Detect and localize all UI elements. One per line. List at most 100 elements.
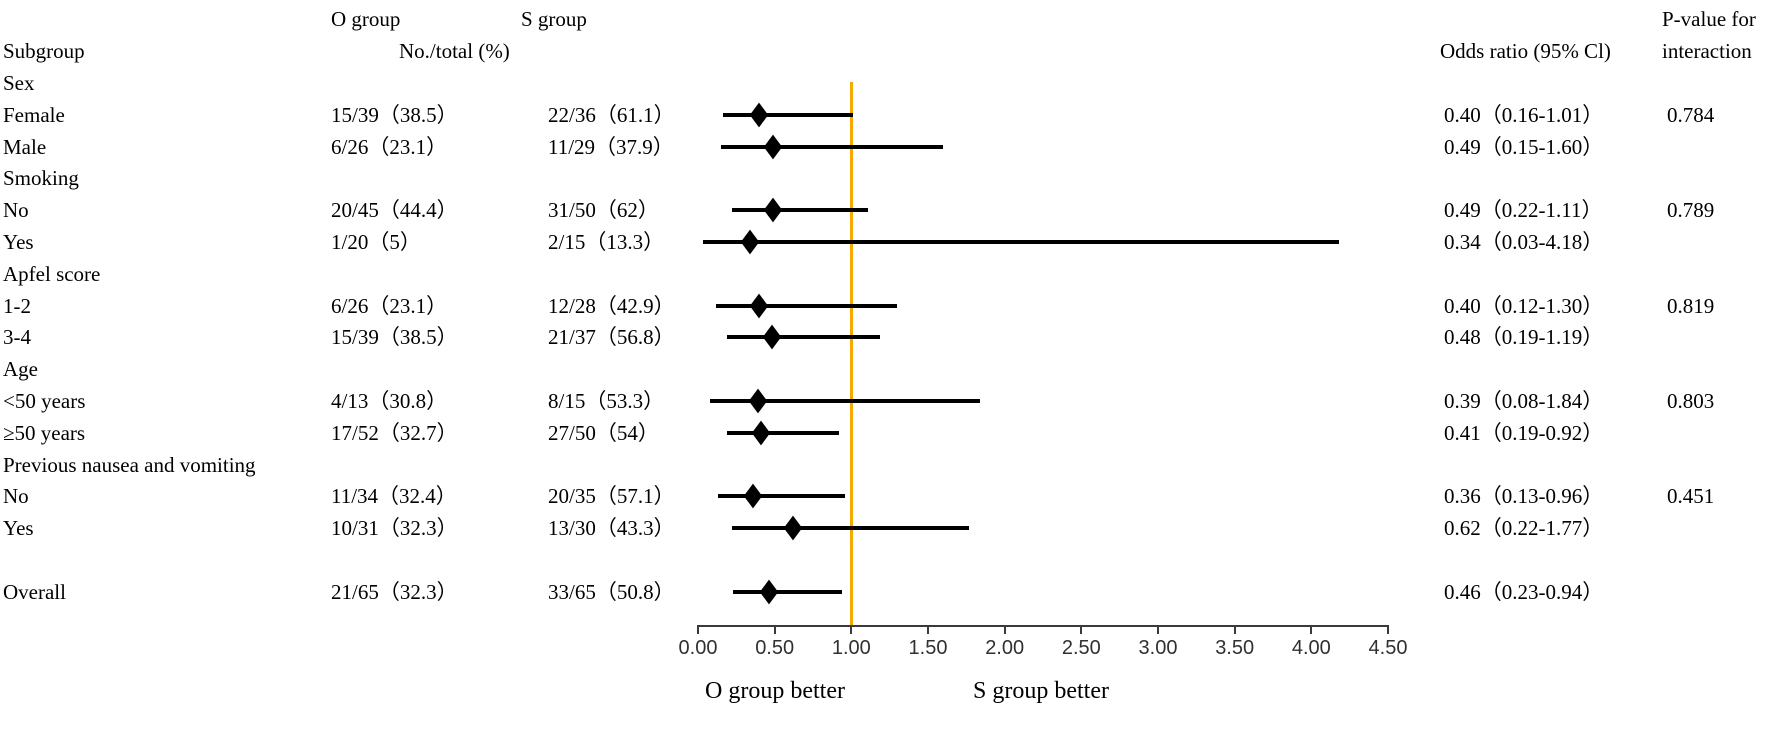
x-axis-tick-label: 2.50 — [1061, 637, 1101, 659]
p-value: 0.789 — [1667, 198, 1715, 223]
s-group-value: 11/29（37.9） — [548, 134, 674, 159]
odds-ratio-value: 0.62（0.22-1.77） — [1444, 516, 1604, 541]
subgroup-label: Apfel score — [3, 261, 101, 286]
x-axis-line — [698, 625, 1388, 627]
p-value: 0.803 — [1667, 389, 1715, 413]
p-value: 0.451 — [1667, 484, 1715, 509]
s-group-value: 2/15（13.3） — [548, 230, 665, 254]
subgroup-label: Previous nausea and vomiting — [3, 452, 256, 477]
table-row: 1-2 6/26（23.1） 12/28（42.9） 0.40（0.12-1.30） 0… — [0, 290, 1772, 322]
table-row: Overall 21/65（32.3） 33/65（50.8） 0.46（0.23-0… — [0, 576, 1772, 608]
s-group-header: S group — [521, 7, 587, 31]
odds-ratio-value: 0.39（0.08-1.84） — [1444, 389, 1604, 413]
ci-line — [722, 112, 853, 117]
s-group-value: 21/37（56.8） — [548, 325, 675, 350]
ci-line — [716, 303, 898, 308]
x-axis-tick — [1387, 625, 1389, 634]
p-value-header-line2: interaction — [1662, 39, 1752, 63]
odds-ratio-value: 0.49（0.15-1.60） — [1444, 134, 1604, 159]
x-axis-tick — [1003, 625, 1006, 634]
s-group-value: 12/28（42.9） — [548, 293, 675, 318]
s-group-value: 22/36（61.1） — [548, 102, 675, 127]
x-axis-tick-label: 0.50 — [755, 637, 795, 659]
ci-line — [727, 430, 840, 435]
s-group-value: 27/50（54） — [548, 420, 659, 445]
table-row: No 11/34（32.4） 20/35（57.1） 0.36（0.13-0.96） 0… — [0, 480, 1772, 512]
odds-ratio-value: 0.41（0.19-0.92） — [1444, 420, 1604, 445]
o-group-value: 10/31（32.3） — [331, 516, 458, 541]
p-value: 0.819 — [1667, 293, 1715, 318]
odds-ratio-value: 0.36（0.13-0.96） — [1444, 484, 1604, 509]
s-group-value: 13/30（43.3） — [548, 516, 675, 541]
reference-line — [849, 82, 853, 625]
category-row: Age — [0, 353, 1772, 385]
ci-line — [721, 144, 944, 149]
o-group-value: 4/13（30.8） — [331, 389, 448, 413]
x-axis-tick-label: 1.50 — [908, 637, 948, 659]
odds-ratio-value: 0.48（0.19-1.19） — [1444, 325, 1604, 350]
category-row: Smoking — [0, 162, 1772, 194]
table-row: 3-4 15/39（38.5） 21/37（56.8） 0.48（0.19-1.19） — [0, 321, 1772, 353]
odds-ratio-value: 0.34（0.03-4.18） — [1444, 230, 1604, 254]
ci-line — [733, 589, 843, 594]
subgroup-label: Yes — [3, 230, 34, 254]
odds-ratio-value: 0.46（0.23-0.94） — [1444, 579, 1604, 604]
subgroup-label: <50 years — [3, 389, 86, 413]
ci-line — [727, 335, 881, 340]
o-group-value: 15/39（38.5） — [331, 325, 458, 350]
ci-line — [710, 399, 981, 403]
odds-ratio-value: 0.49（0.22-1.11） — [1444, 198, 1603, 223]
ci-line — [717, 494, 846, 499]
x-axis-tick — [1310, 625, 1313, 634]
category-row: Previous nausea and vomiting — [0, 449, 1772, 481]
x-axis-tick — [697, 625, 699, 634]
x-axis-tick — [850, 625, 853, 634]
x-axis-tick-label: 3.00 — [1138, 637, 1178, 659]
x-axis-tick — [773, 625, 776, 634]
o-group-value: 6/26（23.1） — [331, 293, 448, 318]
x-axis-tick-label: 2.00 — [985, 637, 1025, 659]
table-row: ≥50 years 17/52（32.7） 27/50（54） 0.41（0.19-0… — [0, 417, 1772, 449]
odds-ratio-header: Odds ratio (95% Cl) — [1440, 39, 1611, 63]
subgroup-label: No — [3, 484, 29, 509]
o-group-value: 6/26（23.1） — [331, 134, 448, 159]
s-group-value: 20/35（57.1） — [548, 484, 675, 509]
subgroup-label: Female — [3, 102, 65, 127]
subgroup-label: Age — [3, 357, 38, 382]
x-axis-tick — [1157, 625, 1159, 634]
table-row: <50 years 4/13（30.8） 8/15（53.3） 0.39（0.08-1… — [0, 385, 1772, 417]
category-row: Sex — [0, 67, 1772, 99]
p-value-header-line1: P-value for — [1662, 7, 1756, 31]
s-group-better-label: S group better — [973, 678, 1109, 704]
subgroup-label: Male — [3, 134, 47, 159]
table-row: Yes 1/20（5） 2/15（13.3） 0.34（0.03-4.18） — [0, 226, 1772, 258]
o-group-header: O group — [331, 7, 401, 31]
category-row: Apfel score — [0, 258, 1772, 290]
p-value: 0.784 — [1667, 102, 1715, 127]
subgroup-label: Sex — [3, 71, 35, 95]
x-axis-tick — [927, 625, 929, 634]
odds-ratio-value: 0.40（0.12-1.30） — [1444, 293, 1604, 318]
x-axis-tick — [1233, 625, 1236, 634]
subgroup-header: Subgroup — [3, 39, 85, 63]
x-axis-tick-label: 4.50 — [1368, 637, 1408, 659]
o-group-value: 15/39（38.5） — [331, 102, 458, 127]
o-group-value: 17/52（32.7） — [331, 420, 458, 445]
subgroup-label: Overall — [3, 579, 66, 604]
subgroup-label: 3-4 — [3, 325, 31, 350]
o-group-value: 20/45（44.4） — [331, 198, 458, 223]
s-group-value: 33/65（50.8） — [548, 579, 675, 604]
no-total-header: No./total (%) — [399, 39, 510, 63]
o-group-value: 21/65（32.3） — [331, 579, 458, 604]
table-row: Male 6/26（23.1） 11/29（37.9） 0.49（0.15-1.60） — [0, 131, 1772, 163]
x-axis-tick-label: 1.00 — [831, 637, 871, 659]
x-axis-tick — [1080, 625, 1083, 634]
table-row: Yes 10/31（32.3） 13/30（43.3） 0.62（0.22-1.77） — [0, 512, 1772, 544]
x-axis-tick-label: 4.00 — [1291, 637, 1331, 659]
o-group-value: 11/34（32.4） — [331, 484, 457, 509]
subgroup-label: Yes — [3, 516, 34, 541]
subgroup-label: ≥50 years — [3, 420, 86, 445]
s-group-value: 8/15（53.3） — [548, 389, 665, 413]
